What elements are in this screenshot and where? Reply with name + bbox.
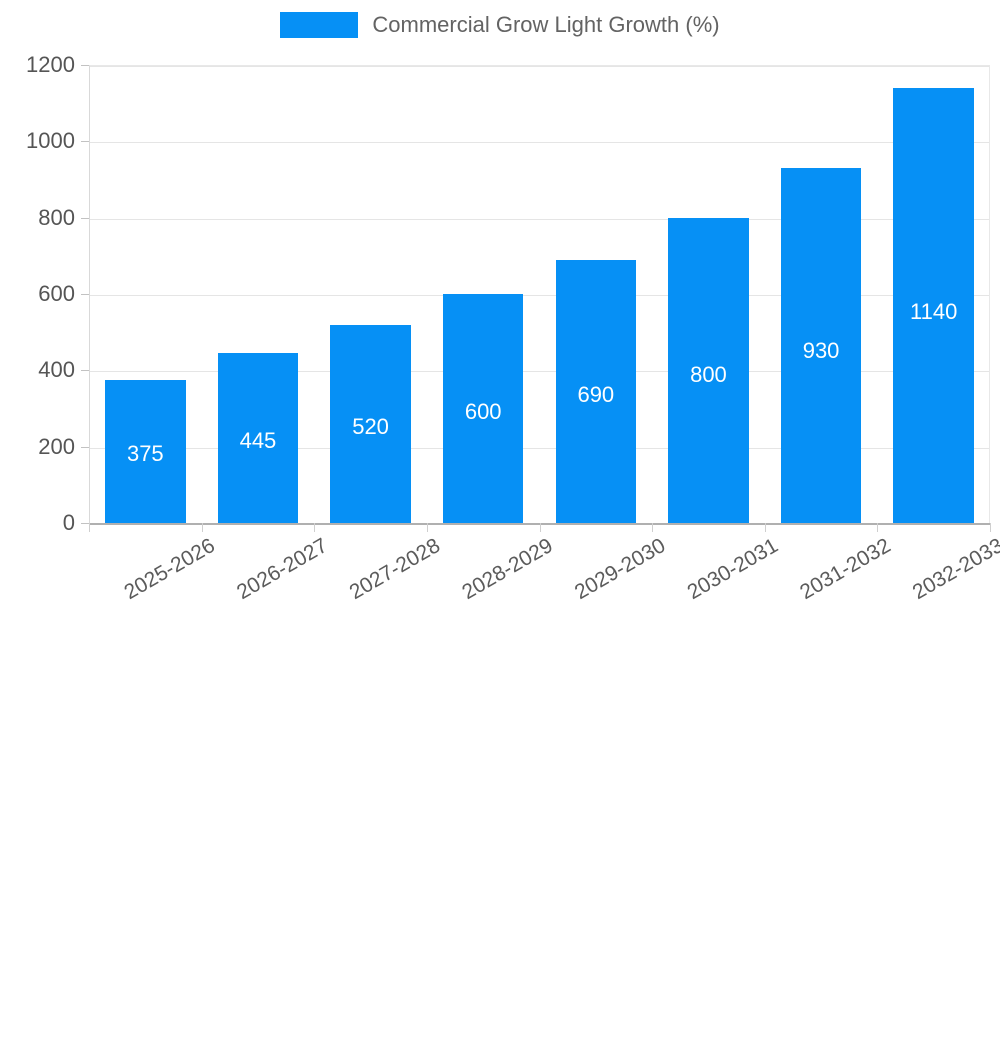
gridline (90, 447, 989, 449)
x-axis-tick-mark (427, 523, 428, 532)
y-axis-tick-mark (81, 370, 89, 372)
bar[interactable] (780, 168, 862, 523)
bar-value-label: 375 (126, 440, 164, 466)
bar-value-label: 690 (577, 382, 615, 408)
chart-legend: Commercial Grow Light Growth (%) (0, 12, 1000, 38)
y-axis-tick-label: 0 (62, 510, 75, 535)
x-axis-tick-mark (652, 523, 653, 532)
bar[interactable] (893, 87, 974, 523)
gridline (90, 142, 989, 144)
x-axis-tick-mark (540, 523, 541, 532)
bar-value-label: 445 (239, 427, 277, 453)
legend-swatch-icon (280, 12, 359, 38)
gridline (90, 218, 989, 220)
bar-value-label: 800 (690, 361, 727, 387)
y-axis-tick-mark (81, 294, 89, 295)
bar[interactable] (555, 259, 637, 523)
bar-value-label: 600 (464, 398, 502, 424)
y-axis-tick-mark (81, 446, 89, 448)
y-axis-tick-label: 600 (38, 281, 75, 306)
x-axis-tick-mark (89, 523, 90, 532)
x-axis-tick-mark (765, 523, 766, 532)
bar-value-label: 1140 (910, 298, 958, 324)
bar-value-label: 520 (352, 413, 389, 439)
bar[interactable] (668, 217, 749, 523)
y-axis-tick-label: 1200 (26, 52, 75, 77)
y-axis-tick-label: 800 (38, 204, 75, 230)
bar[interactable] (105, 379, 186, 523)
y-axis-tick-mark (81, 141, 89, 143)
y-axis-tick-label: 1000 (26, 128, 75, 154)
x-axis-tick-mark (877, 523, 878, 532)
bar-chart: Commercial Grow Light Growth (%) 0 200 400… (0, 12, 1000, 604)
y-axis-tick-label: 200 (38, 433, 75, 459)
gridline (90, 66, 989, 67)
bar-value-label: 930 (802, 337, 840, 363)
x-axis-tick-mark (202, 523, 203, 532)
y-axis-tick-mark (81, 65, 89, 66)
bar[interactable] (330, 324, 411, 523)
y-axis-tick-label: 400 (38, 357, 75, 383)
plot-area (89, 65, 990, 523)
x-axis-tick-mark (990, 523, 991, 532)
x-axis-tick-label: 2025-2026 (120, 534, 219, 605)
legend-label: Commercial Grow Light Growth (%) (372, 12, 720, 37)
x-axis-tick-mark (314, 523, 315, 532)
y-axis-tick-mark (81, 217, 89, 219)
gridline (90, 371, 989, 373)
bar[interactable] (217, 353, 299, 523)
x-axis-line (89, 523, 990, 525)
gridline (90, 295, 989, 296)
y-axis-tick-mark (81, 523, 89, 524)
bar[interactable] (442, 294, 524, 523)
